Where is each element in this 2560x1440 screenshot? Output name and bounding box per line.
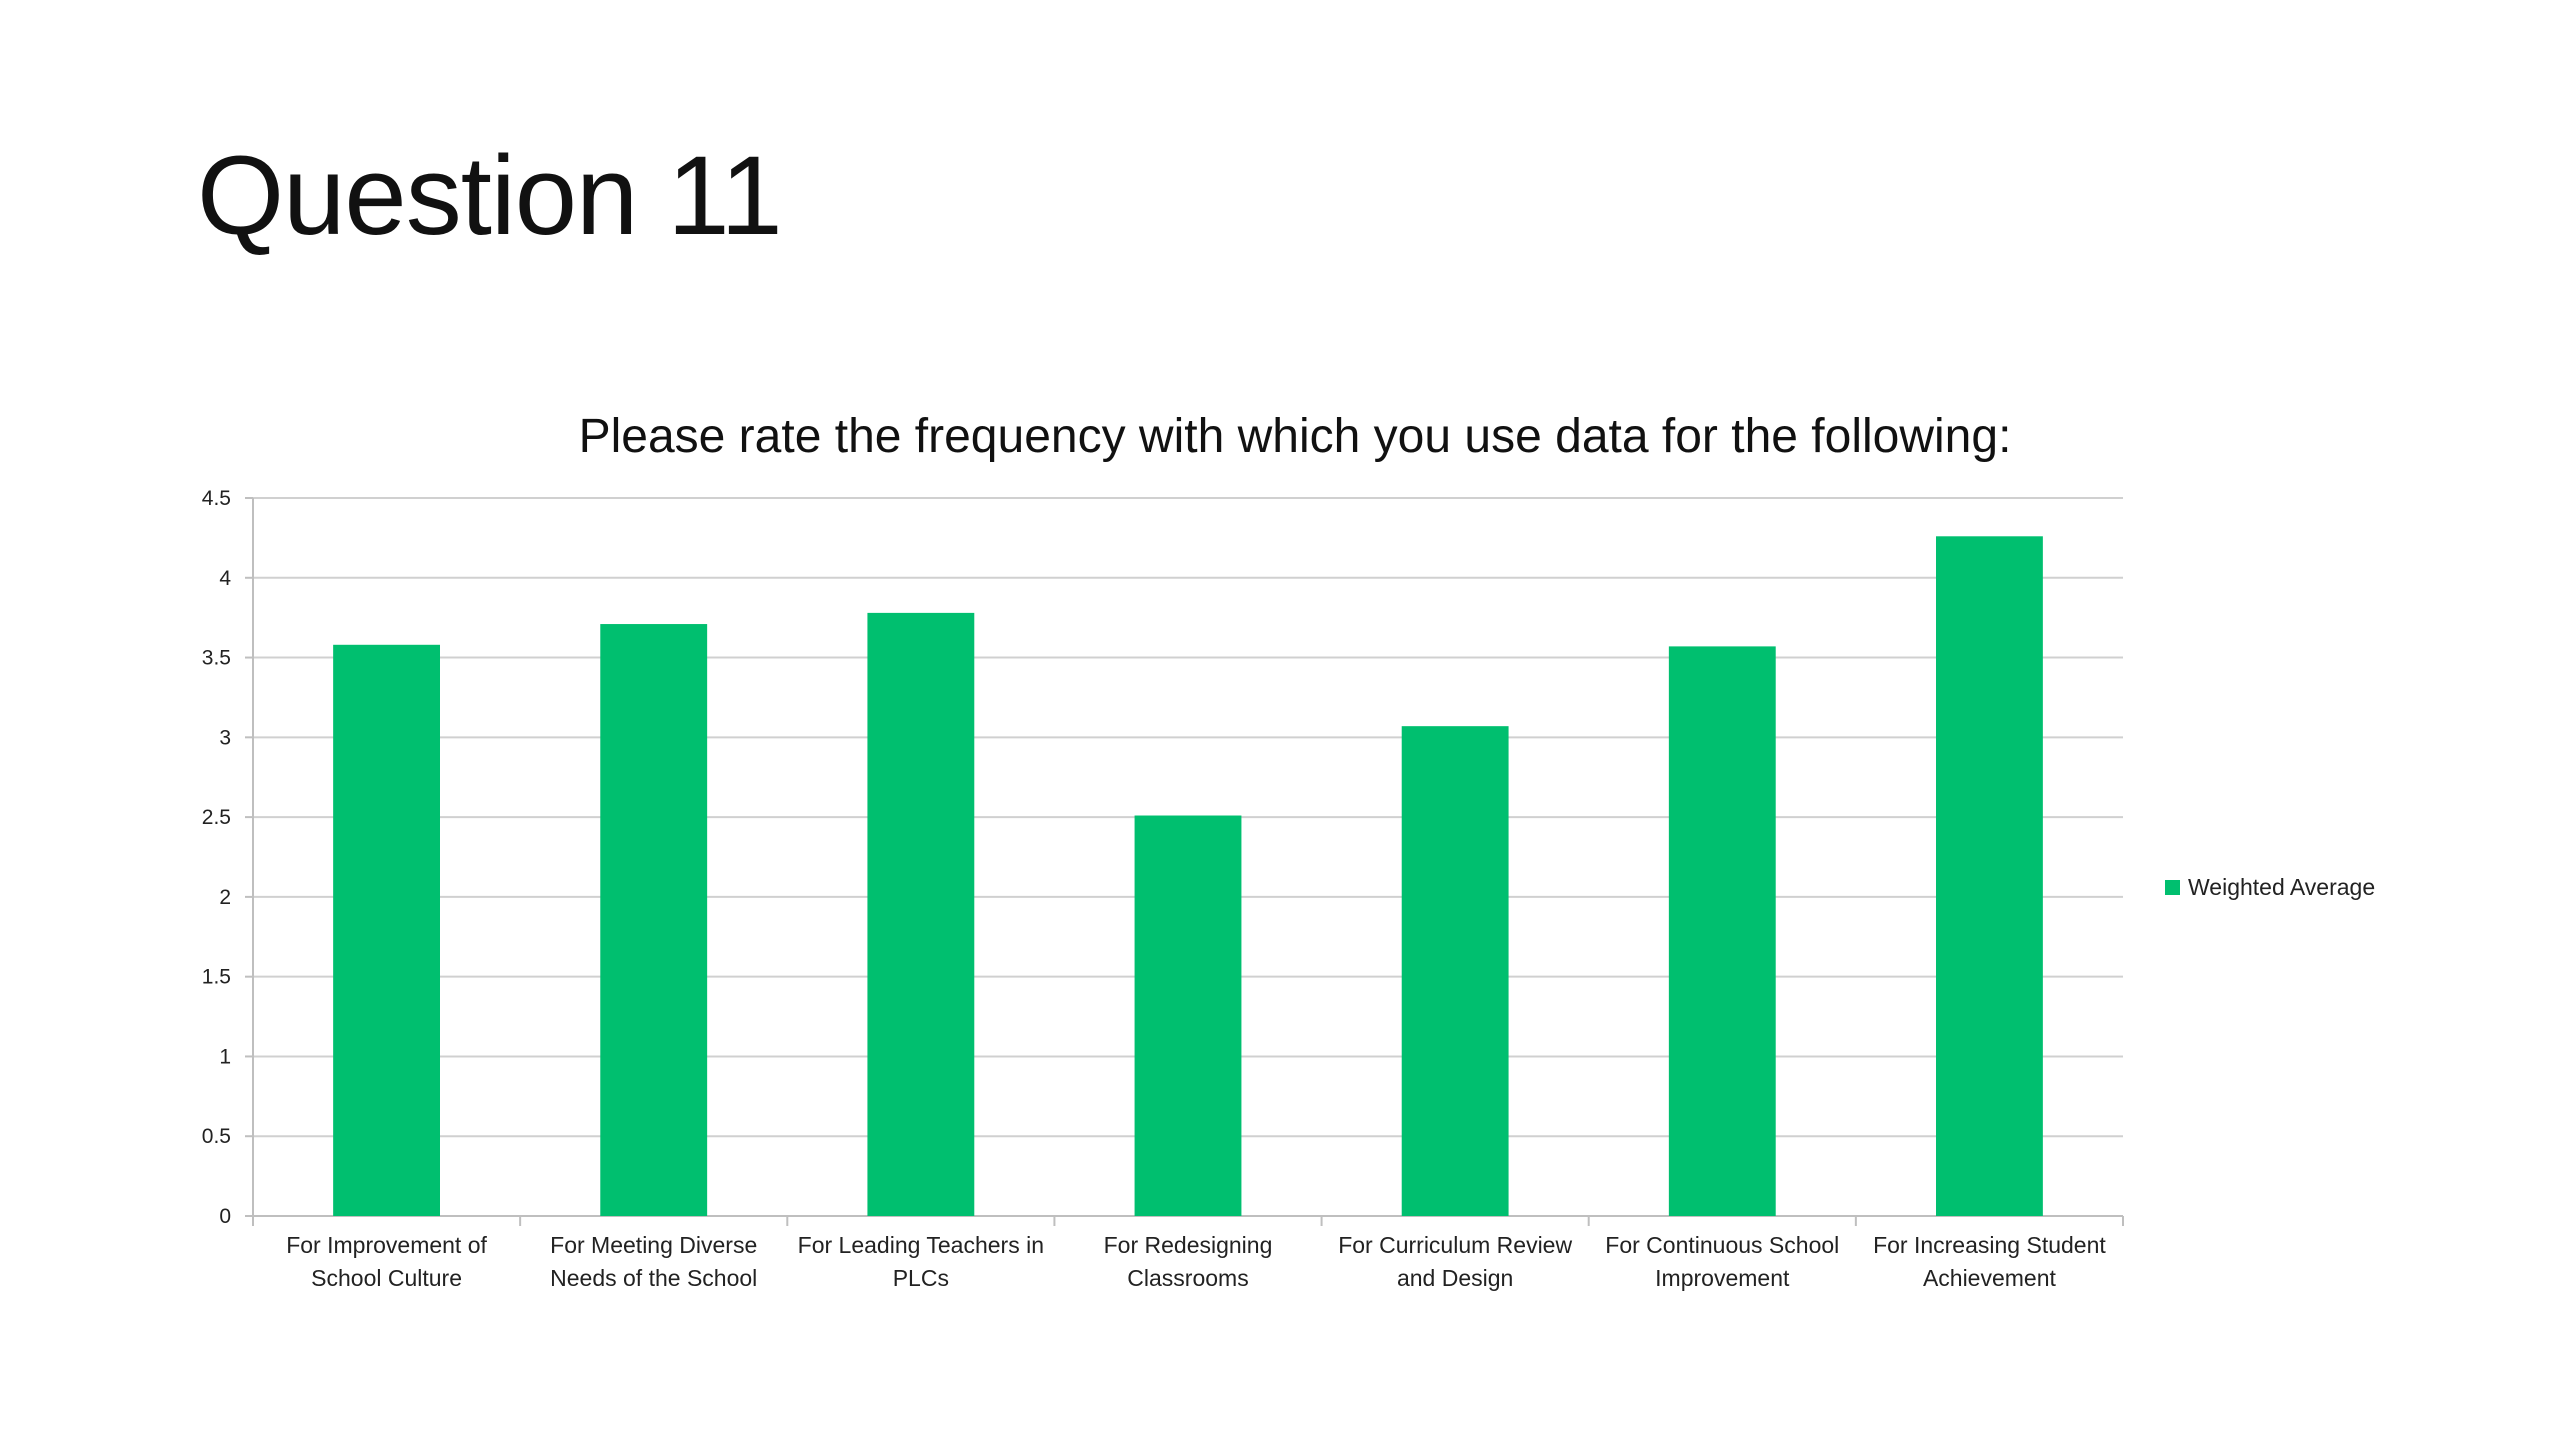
x-tick-label: Improvement xyxy=(1655,1265,1790,1291)
legend-swatch xyxy=(2165,880,2180,895)
y-tick-label: 2.5 xyxy=(202,806,231,829)
x-tick-label: For Continuous School xyxy=(1605,1232,1839,1258)
x-tick-label: For Curriculum Review xyxy=(1338,1232,1572,1258)
bar xyxy=(1401,726,1509,1216)
x-tick-label: For Leading Teachers in xyxy=(798,1232,1044,1258)
y-tick-label: 0.5 xyxy=(202,1125,231,1148)
bar xyxy=(600,624,708,1216)
y-tick-labels: 0 0.5 1 1.5 2 2.5 3 3.5 4 4.5 xyxy=(202,487,232,1228)
y-tick-label: 0 xyxy=(219,1205,231,1228)
bar xyxy=(1134,815,1242,1216)
x-tick-label: For Redesigning xyxy=(1104,1232,1273,1258)
y-tick-label: 1 xyxy=(219,1045,231,1068)
y-tick-label: 3 xyxy=(219,726,231,749)
chart-title: Please rate the frequency with which you… xyxy=(579,410,2012,463)
x-tick-labels: For Improvement of School Culture For Meet… xyxy=(286,1232,2106,1291)
y-tick-label: 4.5 xyxy=(202,487,231,510)
slide-title: Question 11 xyxy=(197,133,783,258)
y-tick-label: 2 xyxy=(219,886,231,909)
x-tick-label: For Increasing Student xyxy=(1873,1232,2106,1258)
legend-label: Weighted Average xyxy=(2188,874,2375,900)
legend: Weighted Average xyxy=(2165,874,2375,900)
x-tick-label: For Improvement of xyxy=(286,1232,487,1258)
x-tick-label: Classrooms xyxy=(1127,1265,1248,1291)
x-tick-label: and Design xyxy=(1397,1265,1513,1291)
x-tick-label: School Culture xyxy=(311,1265,462,1291)
bar xyxy=(867,612,975,1216)
y-tick-label: 1.5 xyxy=(202,966,231,989)
bar xyxy=(333,644,440,1216)
y-tick-label: 4 xyxy=(219,567,231,590)
x-tick-label: PLCs xyxy=(893,1265,949,1291)
bars xyxy=(333,536,2043,1216)
x-tick-label: Achievement xyxy=(1923,1265,2057,1291)
y-tick-label: 3.5 xyxy=(202,647,231,670)
bar xyxy=(1936,536,2043,1216)
x-tick-label: Needs of the School xyxy=(550,1265,757,1291)
x-tick-label: For Meeting Diverse xyxy=(550,1232,757,1258)
bar xyxy=(1668,646,1776,1216)
